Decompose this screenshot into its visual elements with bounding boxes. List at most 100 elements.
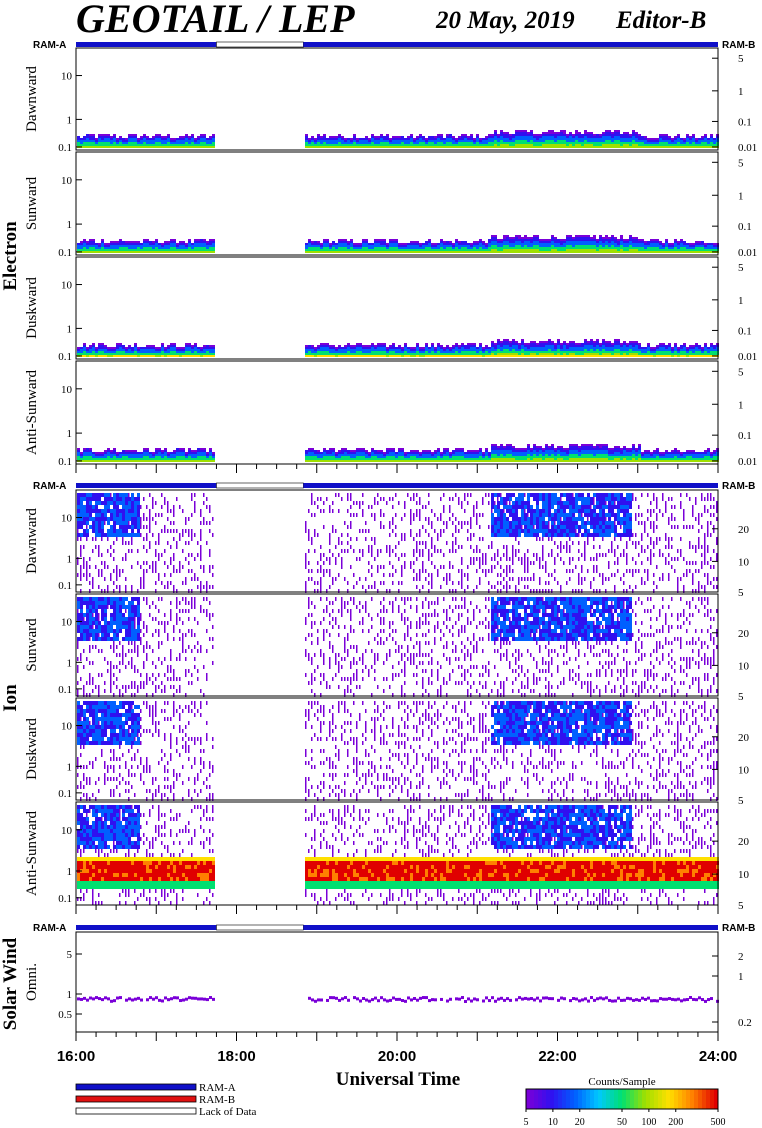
y-tick-label-right: 1: [738, 190, 744, 202]
x-axis-label: Universal Time: [336, 1069, 460, 1090]
ram-a-bar: [303, 42, 718, 47]
y-tick-label: 10: [61, 617, 73, 629]
panel-frame: [75, 47, 719, 151]
colorbar-tick-label: 10: [548, 1117, 558, 1128]
ram-a-bar: [76, 42, 217, 47]
y-tick-label: 10: [61, 71, 73, 83]
colorbar-tick-label: 500: [711, 1117, 726, 1128]
panel-label: Anti-Sunward: [24, 811, 40, 896]
spectrogram-cells: [77, 130, 719, 148]
y-tick-label-right: 10: [738, 660, 750, 672]
ram-label-right: RAM-B: [722, 481, 755, 492]
colorbar-title: Counts/Sample: [588, 1076, 655, 1088]
ram-label-left: RAM-A: [33, 923, 66, 934]
panel-label: Dawnward: [24, 66, 40, 132]
y-tick-label-right: 5: [738, 587, 744, 599]
x-tick-label: 20:00: [378, 1048, 416, 1065]
y-tick-label-right: 5: [738, 366, 744, 378]
y-tick-label-right: 5: [738, 900, 744, 912]
panel-frame: [75, 931, 719, 1033]
y-tick-label: 10: [61, 513, 73, 525]
group-label: Ion: [0, 684, 21, 712]
y-tick-label: 10: [61, 280, 73, 292]
panel-ion-anti-sunward: 10 1 0.1 20 10 5 Anti-Sunward: [24, 801, 750, 914]
y-tick-label-right: 2: [738, 951, 744, 963]
y-tick-label-right: 0.01: [738, 351, 757, 363]
panel-frame: [75, 697, 719, 801]
panel-electron-duskward: 10 1 0.1 5 1 0.1 0.01 Duskward: [24, 256, 757, 363]
y-tick-label: 0.1: [58, 788, 72, 800]
ram-label-right: RAM-B: [722, 40, 755, 51]
panel-label: Omni.: [24, 963, 40, 1001]
panel-label: Sunward: [24, 176, 40, 230]
panel-frame: [75, 151, 719, 256]
panel-ion-sunward: 10 1 0.1 20 10 5 Sunward: [24, 593, 750, 703]
panel-label: Duskward: [24, 718, 40, 780]
legend-swatch: [75, 1095, 197, 1103]
y-tick-label-right: 5: [738, 157, 744, 169]
legend-swatch: [75, 1107, 197, 1115]
x-tick-label: 18:00: [217, 1048, 255, 1065]
x-tick-label: 16:00: [57, 1048, 95, 1065]
y-tick-label: 1: [67, 428, 73, 440]
spectrogram-cells: [77, 996, 719, 1003]
x-tick-label: 22:00: [538, 1048, 576, 1065]
y-tick-label-right: 10: [738, 764, 750, 776]
ram-label-left: RAM-A: [33, 481, 66, 492]
y-tick-label-right: 1: [738, 86, 744, 98]
y-tick-label-right: 20: [738, 732, 750, 744]
panel-label: Sunward: [24, 618, 40, 672]
panel-electron-anti-sunward: 10 1 0.1 5 1 0.1 0.01 Anti-Sunward: [24, 360, 757, 473]
y-tick-label-right: 5: [738, 262, 744, 274]
y-tick-label: 0.1: [58, 247, 72, 259]
y-tick-label: 1: [67, 761, 73, 773]
spectrogram-cells: [77, 701, 718, 801]
y-tick-label-right: 0.01: [738, 142, 757, 154]
y-tick-label-right: 5: [738, 53, 744, 65]
y-tick-label: 1: [67, 219, 73, 231]
group-label: Electron: [0, 221, 21, 291]
colorbar-tick-label: 100: [641, 1117, 656, 1128]
y-tick-label-right: 20: [738, 524, 750, 536]
lack-of-data-bar: [216, 482, 304, 489]
y-tick-label-right: 0.1: [738, 116, 752, 128]
spectrogram-cells: [77, 493, 718, 593]
legend-label: RAM-A: [199, 1082, 236, 1094]
ram-label-left: RAM-A: [33, 40, 66, 51]
ram-a-bar: [303, 925, 718, 930]
panel-label: Anti-Sunward: [24, 370, 40, 455]
y-tick-label-right: 5: [738, 691, 744, 703]
spectrogram-cells: [77, 444, 719, 462]
ram-a-bar: [303, 483, 718, 488]
y-tick-label: 0.1: [58, 456, 72, 468]
y-tick-label: 10: [61, 825, 73, 837]
legend-label: RAM-B: [199, 1094, 235, 1106]
y-tick-label: 1: [67, 989, 73, 1001]
chart-title: GEOTAIL / LEP: [76, 0, 355, 41]
lack-of-data-bar: [216, 924, 304, 931]
spectrogram-cells: [77, 597, 718, 697]
y-tick-label: 1: [67, 866, 73, 878]
colorbar: Counts/Sample 5 10 20 50 100 200 500: [524, 1076, 726, 1128]
panel-label: Dawnward: [24, 508, 40, 574]
y-tick-label-right: 0.1: [738, 430, 752, 442]
y-tick-label-right: 10: [738, 556, 750, 568]
panel-electron-sunward: 10 1 0.1 5 1 0.1 0.01 Sunward: [24, 151, 757, 259]
chart-date: 20 May, 2019: [435, 7, 575, 34]
panel-frame: [75, 593, 719, 697]
ram-a-bar: [76, 483, 217, 488]
spectrogram-cells: [77, 339, 719, 357]
group-ion: RAM-A RAM-B Ion 10 1 0.1 20 10 5 Dawnward 10 1 0.1 20…: [0, 481, 755, 914]
x-tick-label: 24:00: [699, 1048, 737, 1065]
y-tick-label: 5: [67, 949, 73, 961]
spectrogram-cells: [77, 235, 719, 253]
y-tick-label-right: 20: [738, 836, 750, 848]
spectrogram-cells: [77, 805, 719, 905]
y-tick-label: 0.1: [58, 580, 72, 592]
panel-frame: [75, 489, 719, 593]
y-tick-label-right: 20: [738, 628, 750, 640]
y-tick-label: 10: [61, 175, 73, 187]
panel-ion-duskward: 10 1 0.1 20 10 5 Duskward: [24, 697, 750, 807]
